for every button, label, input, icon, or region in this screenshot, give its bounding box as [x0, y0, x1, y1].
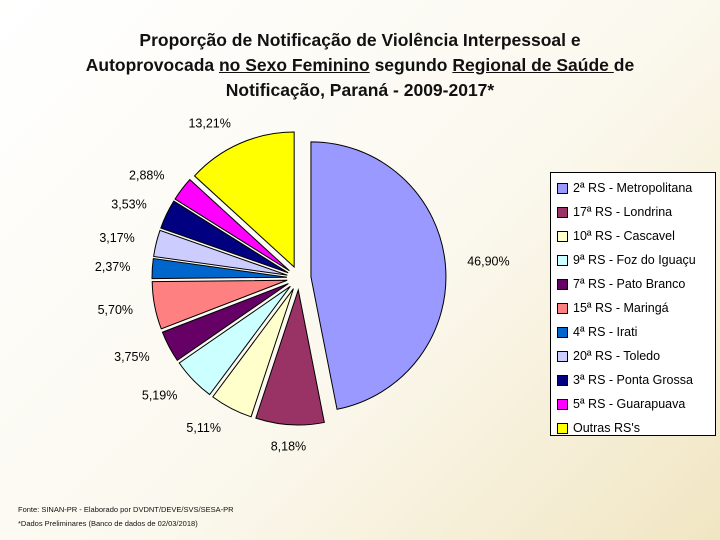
pie-slice: [255, 288, 325, 426]
footer-note: *Dados Preliminares (Banco de dados de 0…: [18, 519, 198, 528]
legend-item: 15ª RS - Maringá: [557, 296, 715, 320]
legend-swatch: [557, 206, 568, 218]
slice-data-label: 5,11%: [186, 421, 221, 435]
chart-legend: 2ª RS - Metropolitana 17ª RS - Londrina 10…: [550, 172, 716, 436]
slice-data-label: 46,90%: [467, 255, 509, 269]
slice-data-label: 3,75%: [114, 350, 149, 364]
legend-label: 4ª RS - Irati: [573, 325, 638, 339]
slice-data-label: 5,70%: [98, 303, 133, 317]
slice-data-label: 13,21%: [188, 116, 230, 130]
title-underlined-sex: no Sexo Feminino: [218, 55, 370, 75]
slice-data-label: 3,53%: [111, 198, 146, 212]
legend-label: 10ª RS - Cascavel: [573, 229, 675, 243]
title-text: segundo: [369, 55, 453, 75]
legend-label: 3ª RS - Ponta Grossa: [573, 373, 693, 387]
pie-slice: [161, 283, 289, 361]
pie-slice: [151, 279, 288, 330]
slice-data-label: 8,18%: [271, 440, 306, 454]
legend-swatch: [557, 182, 568, 194]
legend-label: 15ª RS - Maringá: [573, 301, 669, 315]
pie-slice: [160, 200, 289, 274]
title-line-3: Notificação, Paraná - 2009-2017*: [225, 80, 495, 100]
title-line-2: Autoprovocada no Sexo Feminino segundo R…: [60, 53, 660, 78]
title-text: de: [613, 55, 635, 75]
legend-item: Outras RS's: [557, 416, 715, 440]
pie-slice: [151, 257, 288, 280]
legend-item: 3ª RS - Ponta Grossa: [557, 368, 715, 392]
legend-label: 7ª RS - Pato Branco: [573, 277, 686, 291]
legend-item: 17ª RS - Londrina: [557, 200, 715, 224]
title-line-1: Proporção de Notificação de Violência In…: [139, 30, 581, 50]
legend-label: 2ª RS - Metropolitana: [573, 181, 693, 195]
slice-data-label: 5,19%: [142, 388, 177, 402]
pie-slice: [178, 285, 291, 396]
legend-swatch: [557, 326, 568, 338]
legend-swatch: [557, 230, 568, 242]
legend-item: 20ª RS - Toledo: [557, 344, 715, 368]
legend-swatch: [557, 254, 568, 266]
footer-source: Fonte: SINAN-PR - Elaborado por DVDNT/DE…: [18, 505, 234, 514]
legend-label: 5ª RS - Guarapuava: [573, 397, 686, 411]
slice-data-label: 3,17%: [99, 231, 134, 245]
legend-swatch: [557, 398, 568, 410]
legend-label: 17ª RS - Londrina: [573, 205, 673, 219]
legend-item: 10ª RS - Cascavel: [557, 224, 715, 248]
legend-item: 5ª RS - Guarapuava: [557, 392, 715, 416]
pie-slice: [310, 141, 447, 410]
legend-item: 4ª RS - Irati: [557, 320, 715, 344]
legend-item: 2ª RS - Metropolitana: [557, 176, 715, 200]
pie-slice: [212, 288, 294, 418]
title-text: Autoprovocada: [85, 55, 219, 75]
legend-swatch: [557, 302, 568, 314]
slice-data-label: 2,37%: [95, 260, 130, 274]
chart-title: Proporção de Notificação de Violência In…: [60, 28, 660, 103]
legend-item: 7ª RS - Pato Branco: [557, 272, 715, 296]
legend-swatch: [557, 374, 568, 386]
legend-swatch: [557, 278, 568, 290]
legend-label: 20ª RS - Toledo: [573, 349, 661, 363]
legend-swatch: [557, 350, 568, 362]
footer: Fonte: SINAN-PR - Elaborado por DVDNT/DE…: [18, 503, 234, 531]
legend-swatch: [557, 422, 568, 434]
title-underlined-regional: Regional de Saúde: [452, 55, 614, 75]
pie-slice: [153, 229, 288, 276]
legend-item: 9ª RS - Foz do Iguaçu: [557, 248, 715, 272]
pie-slice: [174, 178, 290, 272]
legend-label: Outras RS's: [573, 421, 640, 435]
legend-label: 9ª RS - Foz do Iguaçu: [573, 253, 696, 267]
pie-slice: [193, 131, 295, 269]
slice-data-label: 2,88%: [129, 169, 164, 183]
